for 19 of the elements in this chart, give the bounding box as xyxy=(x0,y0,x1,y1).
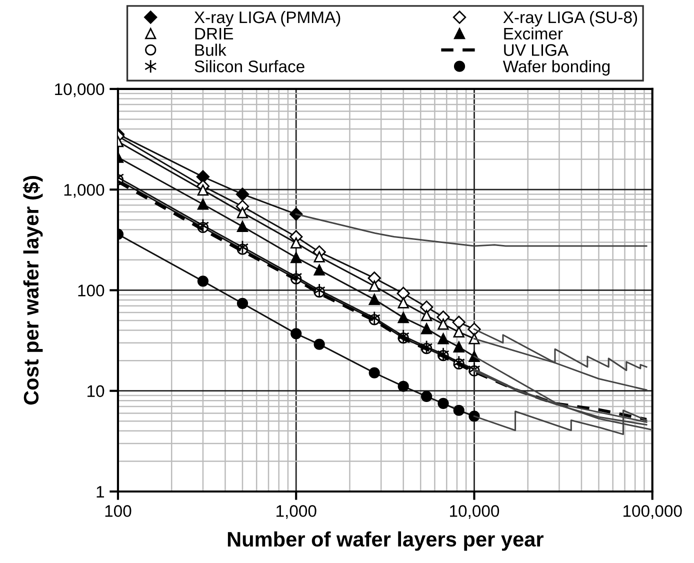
legend-label: X-ray LIGA (SU-8) xyxy=(503,10,638,27)
legend-label: Silicon Surface xyxy=(194,60,304,72)
legend-label: DRIE xyxy=(195,28,234,40)
legend-label: UV LIGA xyxy=(504,44,569,56)
legend-label: Excimer xyxy=(504,27,563,40)
y-tick-label: 1 xyxy=(96,486,104,498)
x-axis-title: Number of wafer layers per year xyxy=(228,531,544,551)
x-tick-label: 100,000 xyxy=(624,505,682,519)
y-tick-label: 100 xyxy=(78,284,104,296)
y-tick-label: 10 xyxy=(88,385,104,398)
legend-label: X-ray LIGA (PMMA) xyxy=(194,10,340,27)
y-tick-label: 1,000 xyxy=(64,184,104,198)
x-tick-label: 10,000 xyxy=(450,505,500,519)
y-tick-label: 10,000 xyxy=(55,83,104,98)
x-tick-label: 100 xyxy=(105,505,132,517)
legend-label: Bulk xyxy=(195,44,226,56)
legend-label: Wafer bonding xyxy=(502,60,610,76)
x-tick-label: 1,000 xyxy=(276,505,316,519)
y-axis-title: Cost per wafer layer ($) xyxy=(22,176,43,405)
